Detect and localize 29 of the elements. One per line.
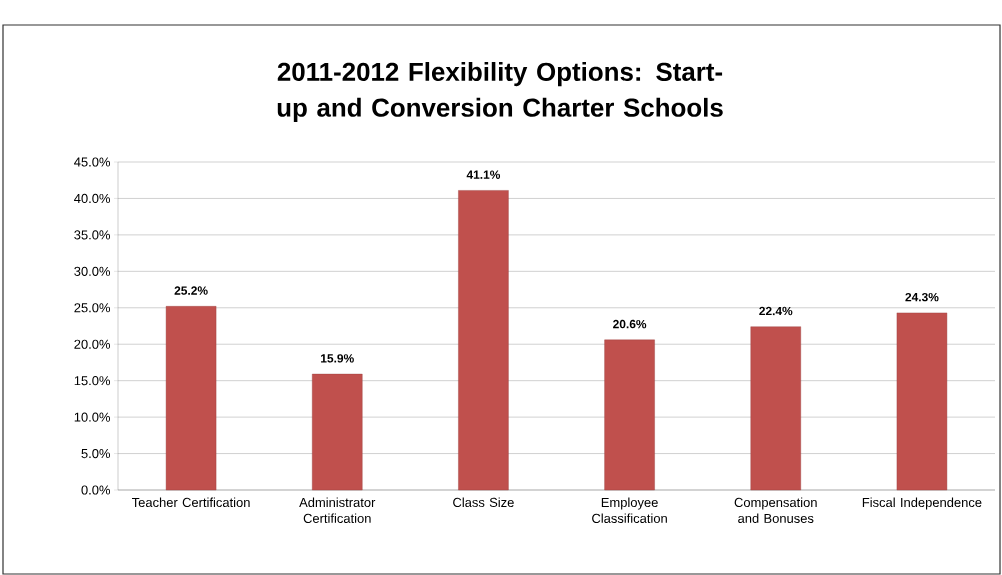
x-tick-label: Administrator Certification <box>299 497 376 523</box>
data-label: 22.4% <box>759 306 793 316</box>
y-tick-label: 45.0% <box>74 157 111 167</box>
bar <box>750 326 801 491</box>
y-tick-label: 0.0% <box>81 485 111 495</box>
y-tick-label: 15.0% <box>74 376 111 386</box>
data-label: 41.1% <box>466 170 501 179</box>
y-tick-label: 10.0% <box>74 412 111 422</box>
data-label: 20.6% <box>613 319 647 329</box>
data-label: 25.2% <box>174 286 208 295</box>
bar <box>458 190 509 491</box>
x-tick-label: Compensation and Bonuses <box>734 497 817 523</box>
x-tick-label: Class Size <box>453 497 514 508</box>
bar <box>312 373 363 491</box>
y-tick-label: 20.0% <box>74 339 111 349</box>
bar <box>604 339 655 491</box>
y-tick-label: 25.0% <box>74 303 111 313</box>
x-tick-label: Fiscal Independence <box>862 497 982 510</box>
data-label: 24.3% <box>905 292 939 302</box>
y-tick-label: 35.0% <box>74 230 111 240</box>
bar <box>165 306 217 491</box>
bar <box>896 312 948 491</box>
chart-title: 2011-2012 Flexibility Options: Start-up and Conversion Charter Schools <box>277 61 723 122</box>
y-tick-label: 40.0% <box>74 193 111 204</box>
x-tick-label: Teacher Certification <box>131 497 250 508</box>
y-tick-label: 30.0% <box>74 266 111 276</box>
y-tick-label: 5.0% <box>81 448 111 459</box>
data-label: 15.9% <box>321 354 354 363</box>
x-tick-label: Employee Classification <box>592 497 667 523</box>
